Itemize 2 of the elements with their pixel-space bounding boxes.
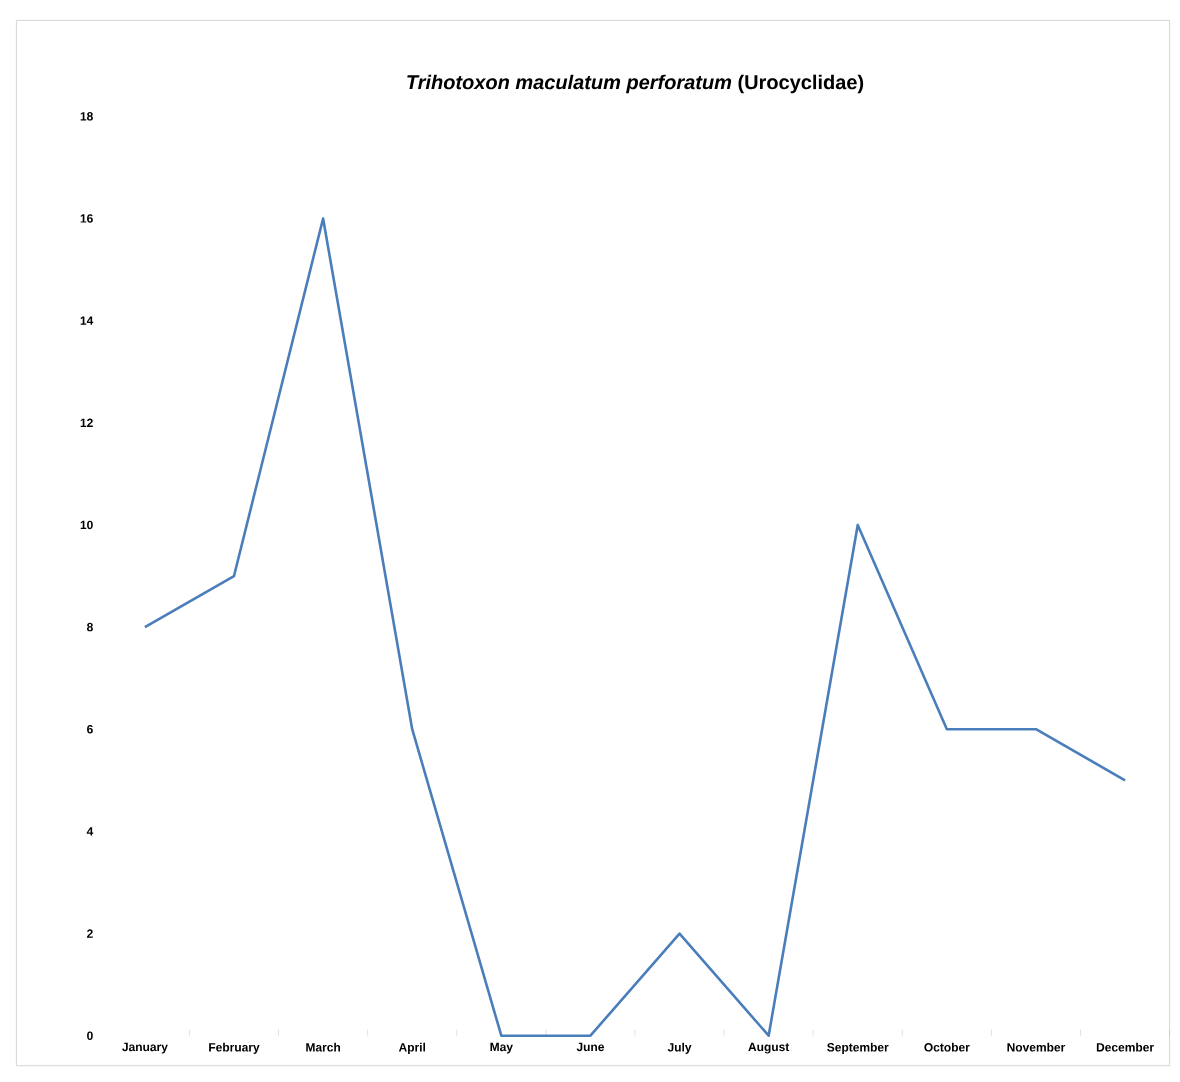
line-series xyxy=(143,217,1127,1037)
chart-title: Trihotoxon maculatum perforatum (Urocyclidae) xyxy=(407,74,864,94)
